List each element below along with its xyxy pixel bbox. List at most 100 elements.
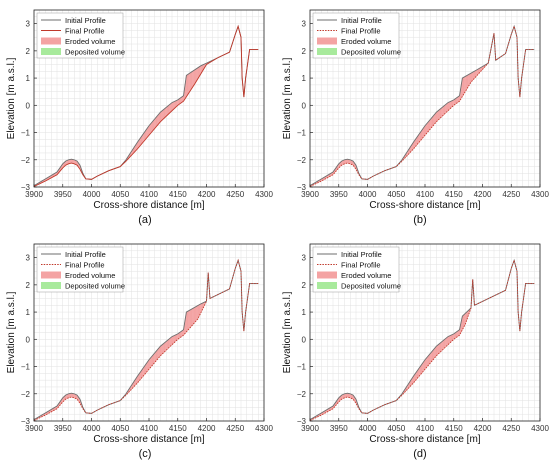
legend-label-final: Final Profile — [65, 27, 105, 36]
y-tick-label: 0 — [26, 335, 31, 344]
y-axis-label: Elevation [m a.s.l.] — [6, 291, 17, 373]
y-tick-label: −2 — [21, 390, 31, 399]
y-tick-label: −3 — [297, 183, 307, 192]
legend-label-initial: Initial Profile — [341, 16, 382, 25]
y-tick-label: −2 — [297, 390, 307, 399]
y-axis-label: Elevation [m a.s.l.] — [282, 57, 293, 139]
x-tick-label: 4300 — [531, 424, 549, 433]
y-axis-label: Elevation [m a.s.l.] — [6, 57, 17, 139]
legend-label-final: Final Profile — [341, 27, 381, 36]
y-tick-label: 0 — [26, 101, 31, 110]
legend-label-deposited: Deposited volume — [65, 282, 125, 291]
x-tick-label: 3900 — [301, 424, 319, 433]
x-tick-label: 4100 — [416, 190, 434, 199]
x-tick-label: 3900 — [25, 190, 43, 199]
y-tick-label: 2 — [302, 47, 307, 56]
x-tick-label: 4100 — [140, 424, 158, 433]
x-tick-label: 3900 — [25, 424, 43, 433]
x-tick-label: 4150 — [169, 190, 187, 199]
y-axis-label: Elevation [m a.s.l.] — [282, 291, 293, 373]
x-tick-label: 4200 — [198, 190, 216, 199]
final-profile-line — [33, 24, 259, 187]
y-tick-label: 2 — [26, 281, 31, 290]
x-axis-label: Cross-shore distance [m] — [369, 200, 480, 211]
y-tick-label: −1 — [297, 129, 307, 138]
x-tick-label: 4200 — [474, 190, 492, 199]
y-tick-label: 1 — [302, 308, 307, 317]
x-tick-label: 3950 — [330, 424, 348, 433]
legend-label-eroded: Eroded volume — [341, 37, 391, 46]
x-tick-label: 4050 — [111, 424, 129, 433]
x-axis-label: Cross-shore distance [m] — [93, 434, 204, 445]
chart-panel-b: 3900 3950 4000 4050 4100 4150 4200 4250 4300 −3 −2… — [282, 9, 549, 226]
legend-swatch-deposited — [317, 282, 337, 289]
y-tick-label: −3 — [21, 417, 31, 426]
x-tick-label: 4200 — [198, 424, 216, 433]
y-tick-label: −2 — [21, 156, 31, 165]
x-tick-label: 3950 — [54, 190, 72, 199]
legend-swatch-deposited — [41, 48, 61, 55]
y-tick-label: 3 — [302, 254, 307, 263]
x-tick-label: 4100 — [140, 190, 158, 199]
x-tick-label: 4150 — [169, 424, 187, 433]
x-tick-label: 4050 — [387, 190, 405, 199]
y-tick-label: −1 — [297, 363, 307, 372]
legend-swatch-eroded — [317, 37, 337, 45]
x-tick-label: 4000 — [83, 424, 101, 433]
panel-caption: (d) — [413, 448, 426, 460]
x-tick-label: 4000 — [359, 190, 377, 199]
y-tick-label: 1 — [302, 74, 307, 83]
legend-label-initial: Initial Profile — [65, 250, 106, 259]
legend-swatch-deposited — [41, 282, 61, 289]
y-tick-label: 0 — [302, 335, 307, 344]
panel-caption: (a) — [138, 214, 151, 226]
x-tick-label: 4250 — [226, 190, 244, 199]
grid — [309, 9, 541, 188]
y-tick-label: 3 — [26, 254, 31, 263]
y-tick-label: 2 — [302, 281, 307, 290]
y-tick-label: 2 — [26, 47, 31, 56]
chart-panel-a: 3900 3950 4000 4050 4100 4150 4200 4250 4300 −3 −2… — [6, 9, 273, 226]
legend-label-initial: Initial Profile — [65, 16, 106, 25]
legend-label-eroded: Eroded volume — [341, 271, 391, 280]
y-tick-label: 3 — [302, 20, 307, 29]
legend-swatch-eroded — [41, 37, 61, 45]
y-tick-label: 1 — [26, 308, 31, 317]
x-tick-label: 4250 — [502, 424, 520, 433]
x-tick-label: 3900 — [301, 190, 319, 199]
x-tick-label: 4200 — [474, 424, 492, 433]
x-axis-label: Cross-shore distance [m] — [93, 200, 204, 211]
x-tick-label: 4050 — [111, 190, 129, 199]
legend-label-initial: Initial Profile — [341, 250, 382, 259]
legend-label-deposited: Deposited volume — [341, 48, 401, 57]
final-profile-line — [309, 258, 535, 421]
y-tick-label: 3 — [26, 20, 31, 29]
x-tick-label: 4300 — [531, 190, 549, 199]
y-tick-label: −1 — [21, 129, 31, 138]
x-tick-label: 4250 — [502, 190, 520, 199]
legend-label-final: Final Profile — [341, 261, 381, 270]
x-tick-label: 3950 — [54, 424, 72, 433]
initial-profile-line — [309, 258, 535, 421]
legend-label-eroded: Eroded volume — [65, 271, 115, 280]
x-tick-label: 3950 — [330, 190, 348, 199]
legend-label-eroded: Eroded volume — [65, 37, 115, 46]
y-tick-label: −3 — [21, 183, 31, 192]
legend-swatch-eroded — [317, 271, 337, 279]
legend-label-final: Final Profile — [65, 261, 105, 270]
y-tick-label: −3 — [297, 417, 307, 426]
x-axis-label: Cross-shore distance [m] — [369, 434, 480, 445]
legend-swatch-eroded — [41, 271, 61, 279]
grid — [33, 243, 265, 422]
final-profile-line — [309, 24, 535, 187]
chart-panel-c: 3900 3950 4000 4050 4100 4150 4200 4250 4300 −3 −2… — [6, 243, 273, 460]
x-tick-label: 4150 — [445, 424, 463, 433]
legend-label-deposited: Deposited volume — [65, 48, 125, 57]
legend-label-deposited: Deposited volume — [341, 282, 401, 291]
x-tick-label: 4000 — [83, 190, 101, 199]
